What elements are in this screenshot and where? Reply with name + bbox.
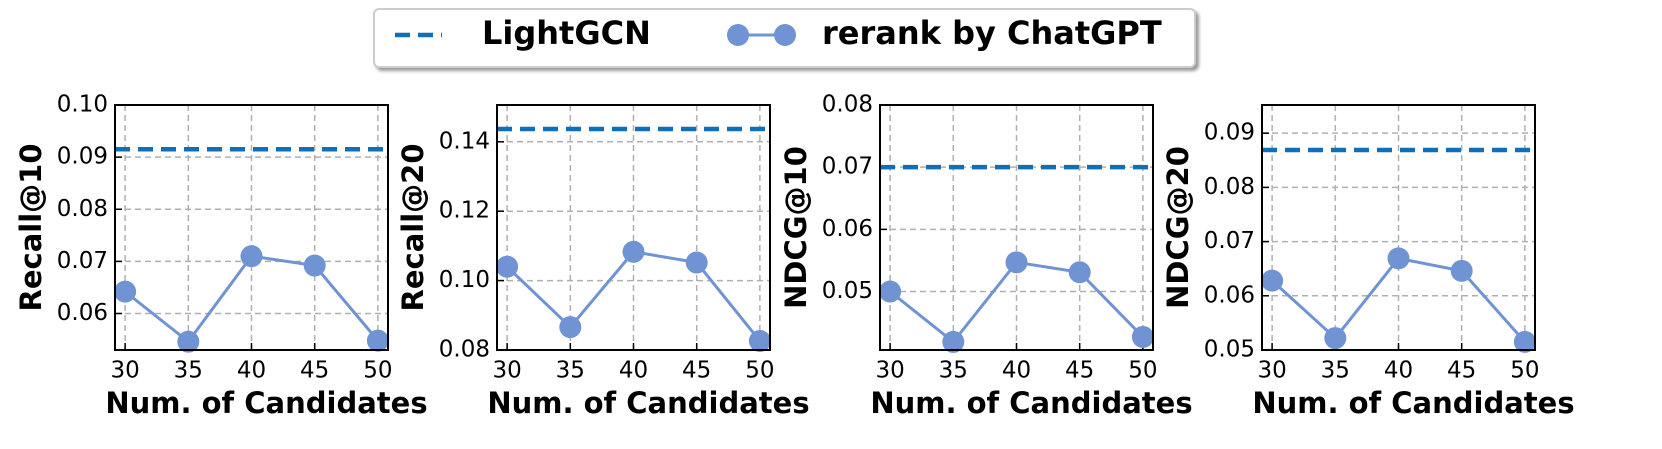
point	[559, 316, 582, 339]
y-tick-label: 0.12	[439, 198, 490, 224]
point	[1131, 325, 1154, 348]
y-tick-label: 0.07	[822, 154, 873, 180]
x-tick-label: 50	[1510, 358, 1539, 384]
y-tick-label: 0.07	[1204, 228, 1255, 254]
x-tick-label: 45	[300, 358, 329, 384]
point	[942, 330, 965, 353]
y-tick-label: 0.10	[439, 267, 490, 293]
point	[1261, 269, 1284, 292]
x-axis-label: Num. of Candidates	[105, 386, 427, 420]
x-tick-label: 35	[939, 358, 968, 384]
y-tick-label: 0.08	[439, 337, 490, 363]
point	[1513, 330, 1536, 353]
x-axis-label: Num. of Candidates	[487, 386, 809, 420]
point	[177, 330, 200, 353]
x-tick-label: 45	[682, 358, 711, 384]
point	[622, 240, 645, 263]
x-tick-label: 40	[619, 358, 648, 384]
point	[748, 329, 771, 352]
x-tick-label: 50	[745, 358, 774, 384]
point	[1387, 247, 1410, 270]
y-tick-label: 0.06	[822, 216, 873, 242]
legend-marker	[727, 24, 749, 46]
x-tick-label: 30	[492, 358, 521, 384]
y-tick-label: 0.08	[1204, 174, 1255, 200]
legend-label: rerank by ChatGPT	[822, 14, 1162, 52]
y-tick-label: 0.08	[57, 196, 108, 222]
x-tick-label: 35	[174, 358, 203, 384]
y-tick-label: 0.08	[822, 92, 873, 118]
axes-frame	[114, 104, 389, 351]
y-axis-label: NDCG@20	[1161, 146, 1195, 309]
y-axis-label: NDCG@10	[779, 146, 813, 309]
point	[1450, 259, 1473, 282]
point	[879, 280, 902, 303]
x-tick-label: 30	[110, 358, 139, 384]
x-tick-label: 45	[1065, 358, 1094, 384]
point	[1068, 261, 1091, 284]
x-tick-label: 50	[1128, 358, 1157, 384]
x-tick-label: 30	[1257, 358, 1286, 384]
point	[240, 245, 263, 268]
point	[366, 329, 389, 352]
y-tick-label: 0.09	[57, 144, 108, 170]
y-tick-label: 0.05	[1204, 337, 1255, 363]
y-tick-label: 0.10	[57, 92, 108, 118]
x-tick-label: 45	[1447, 358, 1476, 384]
y-tick-label: 0.07	[57, 248, 108, 274]
x-tick-label: 30	[875, 358, 904, 384]
x-tick-label: 40	[1002, 358, 1031, 384]
y-tick-label: 0.09	[1204, 120, 1255, 146]
y-tick-label: 0.06	[1204, 282, 1255, 308]
point	[685, 251, 708, 274]
x-tick-label: 50	[363, 358, 392, 384]
y-axis-label: Recall@20	[396, 144, 430, 312]
x-tick-label: 35	[1321, 358, 1350, 384]
x-axis-label: Num. of Candidates	[1252, 386, 1574, 420]
axes-frame	[879, 104, 1154, 351]
axes-frame	[496, 104, 771, 351]
y-tick-label: 0.05	[822, 278, 873, 304]
point	[496, 255, 519, 278]
legend-label: LightGCN	[482, 14, 651, 52]
point	[1005, 251, 1028, 274]
x-tick-label: 40	[1384, 358, 1413, 384]
point	[1324, 327, 1347, 350]
x-tick-label: 40	[237, 358, 266, 384]
legend-marker	[774, 24, 796, 46]
y-tick-label: 0.14	[439, 128, 490, 154]
y-tick-label: 0.06	[57, 300, 108, 326]
x-tick-label: 35	[556, 358, 585, 384]
point	[303, 254, 326, 277]
y-axis-label: Recall@10	[14, 144, 48, 312]
x-axis-label: Num. of Candidates	[870, 386, 1192, 420]
axes-frame	[1261, 104, 1536, 351]
point	[114, 280, 137, 303]
